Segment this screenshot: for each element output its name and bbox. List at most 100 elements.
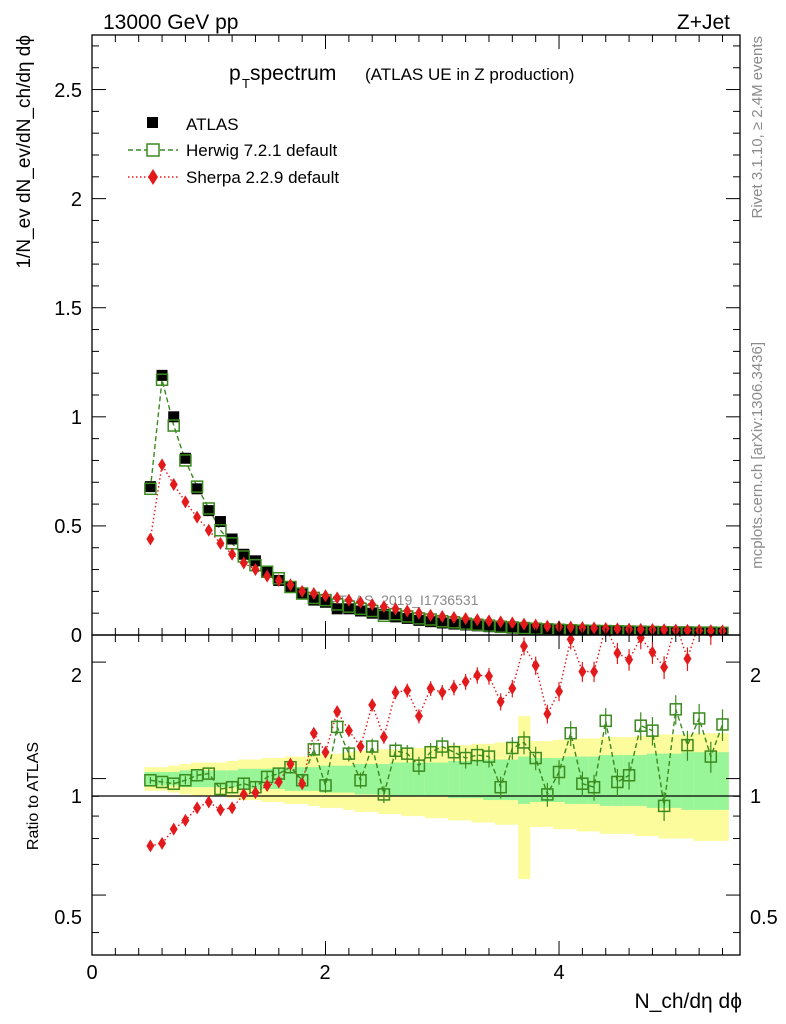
sherpa-point [590, 621, 599, 635]
sherpa-ratio-point [391, 685, 400, 699]
sherpa-point [578, 621, 587, 635]
x-tick-label: 4 [553, 962, 564, 984]
ratio-band-green [343, 765, 356, 793]
sherpa-point [531, 618, 540, 632]
sherpa-ratio-point [193, 801, 202, 815]
sherpa-ratio-point [578, 665, 587, 679]
sherpa-point [379, 600, 388, 614]
ratio-band-green [226, 770, 239, 788]
sherpa-ratio-point [228, 801, 237, 815]
legend-label-atlas: ATLAS [186, 115, 239, 134]
sherpa-ratio-point [286, 757, 295, 771]
ratio-band-green [448, 761, 461, 799]
ratio-plot-frame [91, 634, 741, 956]
ratio-band-green [658, 753, 671, 808]
atlas-point [366, 607, 378, 619]
sherpa-point [461, 612, 470, 626]
sherpa-point [274, 573, 283, 587]
sherpa-point [391, 602, 400, 616]
ratio-band-green [308, 767, 321, 791]
sherpa-point [508, 616, 517, 630]
sherpa-ratio-point [158, 836, 167, 850]
atlas-point [214, 516, 226, 528]
legend-marker-atlas [147, 117, 158, 128]
sherpa-point [286, 578, 295, 592]
herwig-point [167, 419, 180, 432]
herwig-ratio-point [622, 769, 636, 782]
ratio-band-green [378, 764, 391, 795]
ratio-y-axis-label: Ratio to ATLAS [25, 742, 42, 850]
sherpa-point [368, 597, 377, 611]
title-sub: T [242, 76, 250, 91]
atlas-point [436, 617, 448, 629]
watermark: ATLAS_2019_I1736531 [330, 592, 479, 608]
sherpa-point [566, 620, 575, 634]
herwig-ratio-point [342, 747, 356, 760]
herwig-ratio-point [646, 724, 659, 737]
sherpa-point [438, 609, 447, 623]
atlas-point [249, 555, 261, 567]
herwig-ratio-point [400, 747, 414, 760]
herwig-point [190, 480, 204, 493]
sherpa-ratio-point [169, 822, 178, 836]
sherpa-point [239, 556, 248, 570]
sherpa-ratio-point [555, 684, 564, 698]
x-tick-label: 2 [319, 962, 330, 984]
sherpa-point [263, 569, 272, 583]
sherpa-point [449, 611, 458, 625]
sherpa-ratio-point [344, 724, 353, 738]
atlas-point [320, 596, 332, 608]
sherpa-ratio-point [520, 639, 528, 653]
y-tick-label: 2.5 [54, 80, 82, 102]
y-tick-label: 0.5 [54, 516, 82, 538]
sherpa-ratio-point [181, 813, 190, 827]
herwig-ratio-point [494, 780, 507, 794]
ratio-band-green [401, 762, 414, 797]
y-tick-label: 2 [71, 189, 82, 211]
ratio-tick-label: 2 [71, 665, 82, 687]
sherpa-point [321, 589, 330, 603]
atlas-point [144, 481, 156, 493]
ratio-tick-label-right: 1 [750, 786, 761, 808]
sherpa-ratio-point [309, 726, 318, 740]
atlas-point [226, 533, 238, 545]
ratio-band-green [471, 761, 484, 799]
ratio-band-green [634, 755, 648, 806]
sherpa-point [344, 593, 353, 607]
sherpa-ratio-point [461, 675, 470, 689]
sherpa-ratio-point [636, 635, 645, 645]
herwig-ratio-point [716, 718, 729, 731]
legend-marker-herwig [146, 143, 160, 157]
energy-label: 13000 GeV pp [103, 11, 238, 34]
sherpa-ratio-point [590, 665, 599, 679]
title-suffix: (ATLAS UE in Z production) [365, 65, 574, 84]
herwig-ratio-point [704, 750, 718, 763]
herwig-ratio-point [529, 751, 542, 765]
herwig-ratio-point [330, 720, 344, 734]
legend: ATLAS Herwig 7.2.1 default Sherpa 2.2.9 … [128, 115, 339, 187]
herwig-point [155, 373, 169, 386]
herwig-point [179, 454, 192, 467]
ratio-band-green [436, 762, 449, 797]
ratio-band-green [424, 762, 437, 797]
ratio-band-green [541, 758, 554, 802]
sherpa-point [484, 614, 493, 628]
herwig-ratio-point [377, 788, 391, 801]
ratio-tick-label-right: 2 [750, 665, 761, 687]
ratio-band-green [483, 759, 496, 801]
sherpa-point [403, 604, 412, 618]
sherpa-point [158, 458, 167, 472]
process-label: Z+Jet [677, 11, 730, 34]
sherpa-ratio-point [660, 660, 669, 674]
atlas-point [168, 411, 180, 423]
ratio-band-green [331, 765, 344, 793]
sherpa-point [169, 477, 178, 491]
atlas-point [191, 483, 203, 495]
sherpa-ratio-point [263, 778, 272, 792]
sherpa-point [181, 495, 190, 509]
sherpa-ratio-point [449, 680, 458, 694]
sherpa-point [216, 536, 225, 550]
ratio-band-green [506, 759, 519, 801]
atlas-point [413, 614, 425, 626]
ratio-tick-label-right: 0.5 [750, 907, 778, 929]
